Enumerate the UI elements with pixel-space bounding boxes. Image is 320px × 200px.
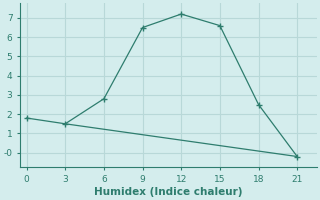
X-axis label: Humidex (Indice chaleur): Humidex (Indice chaleur) — [94, 187, 243, 197]
